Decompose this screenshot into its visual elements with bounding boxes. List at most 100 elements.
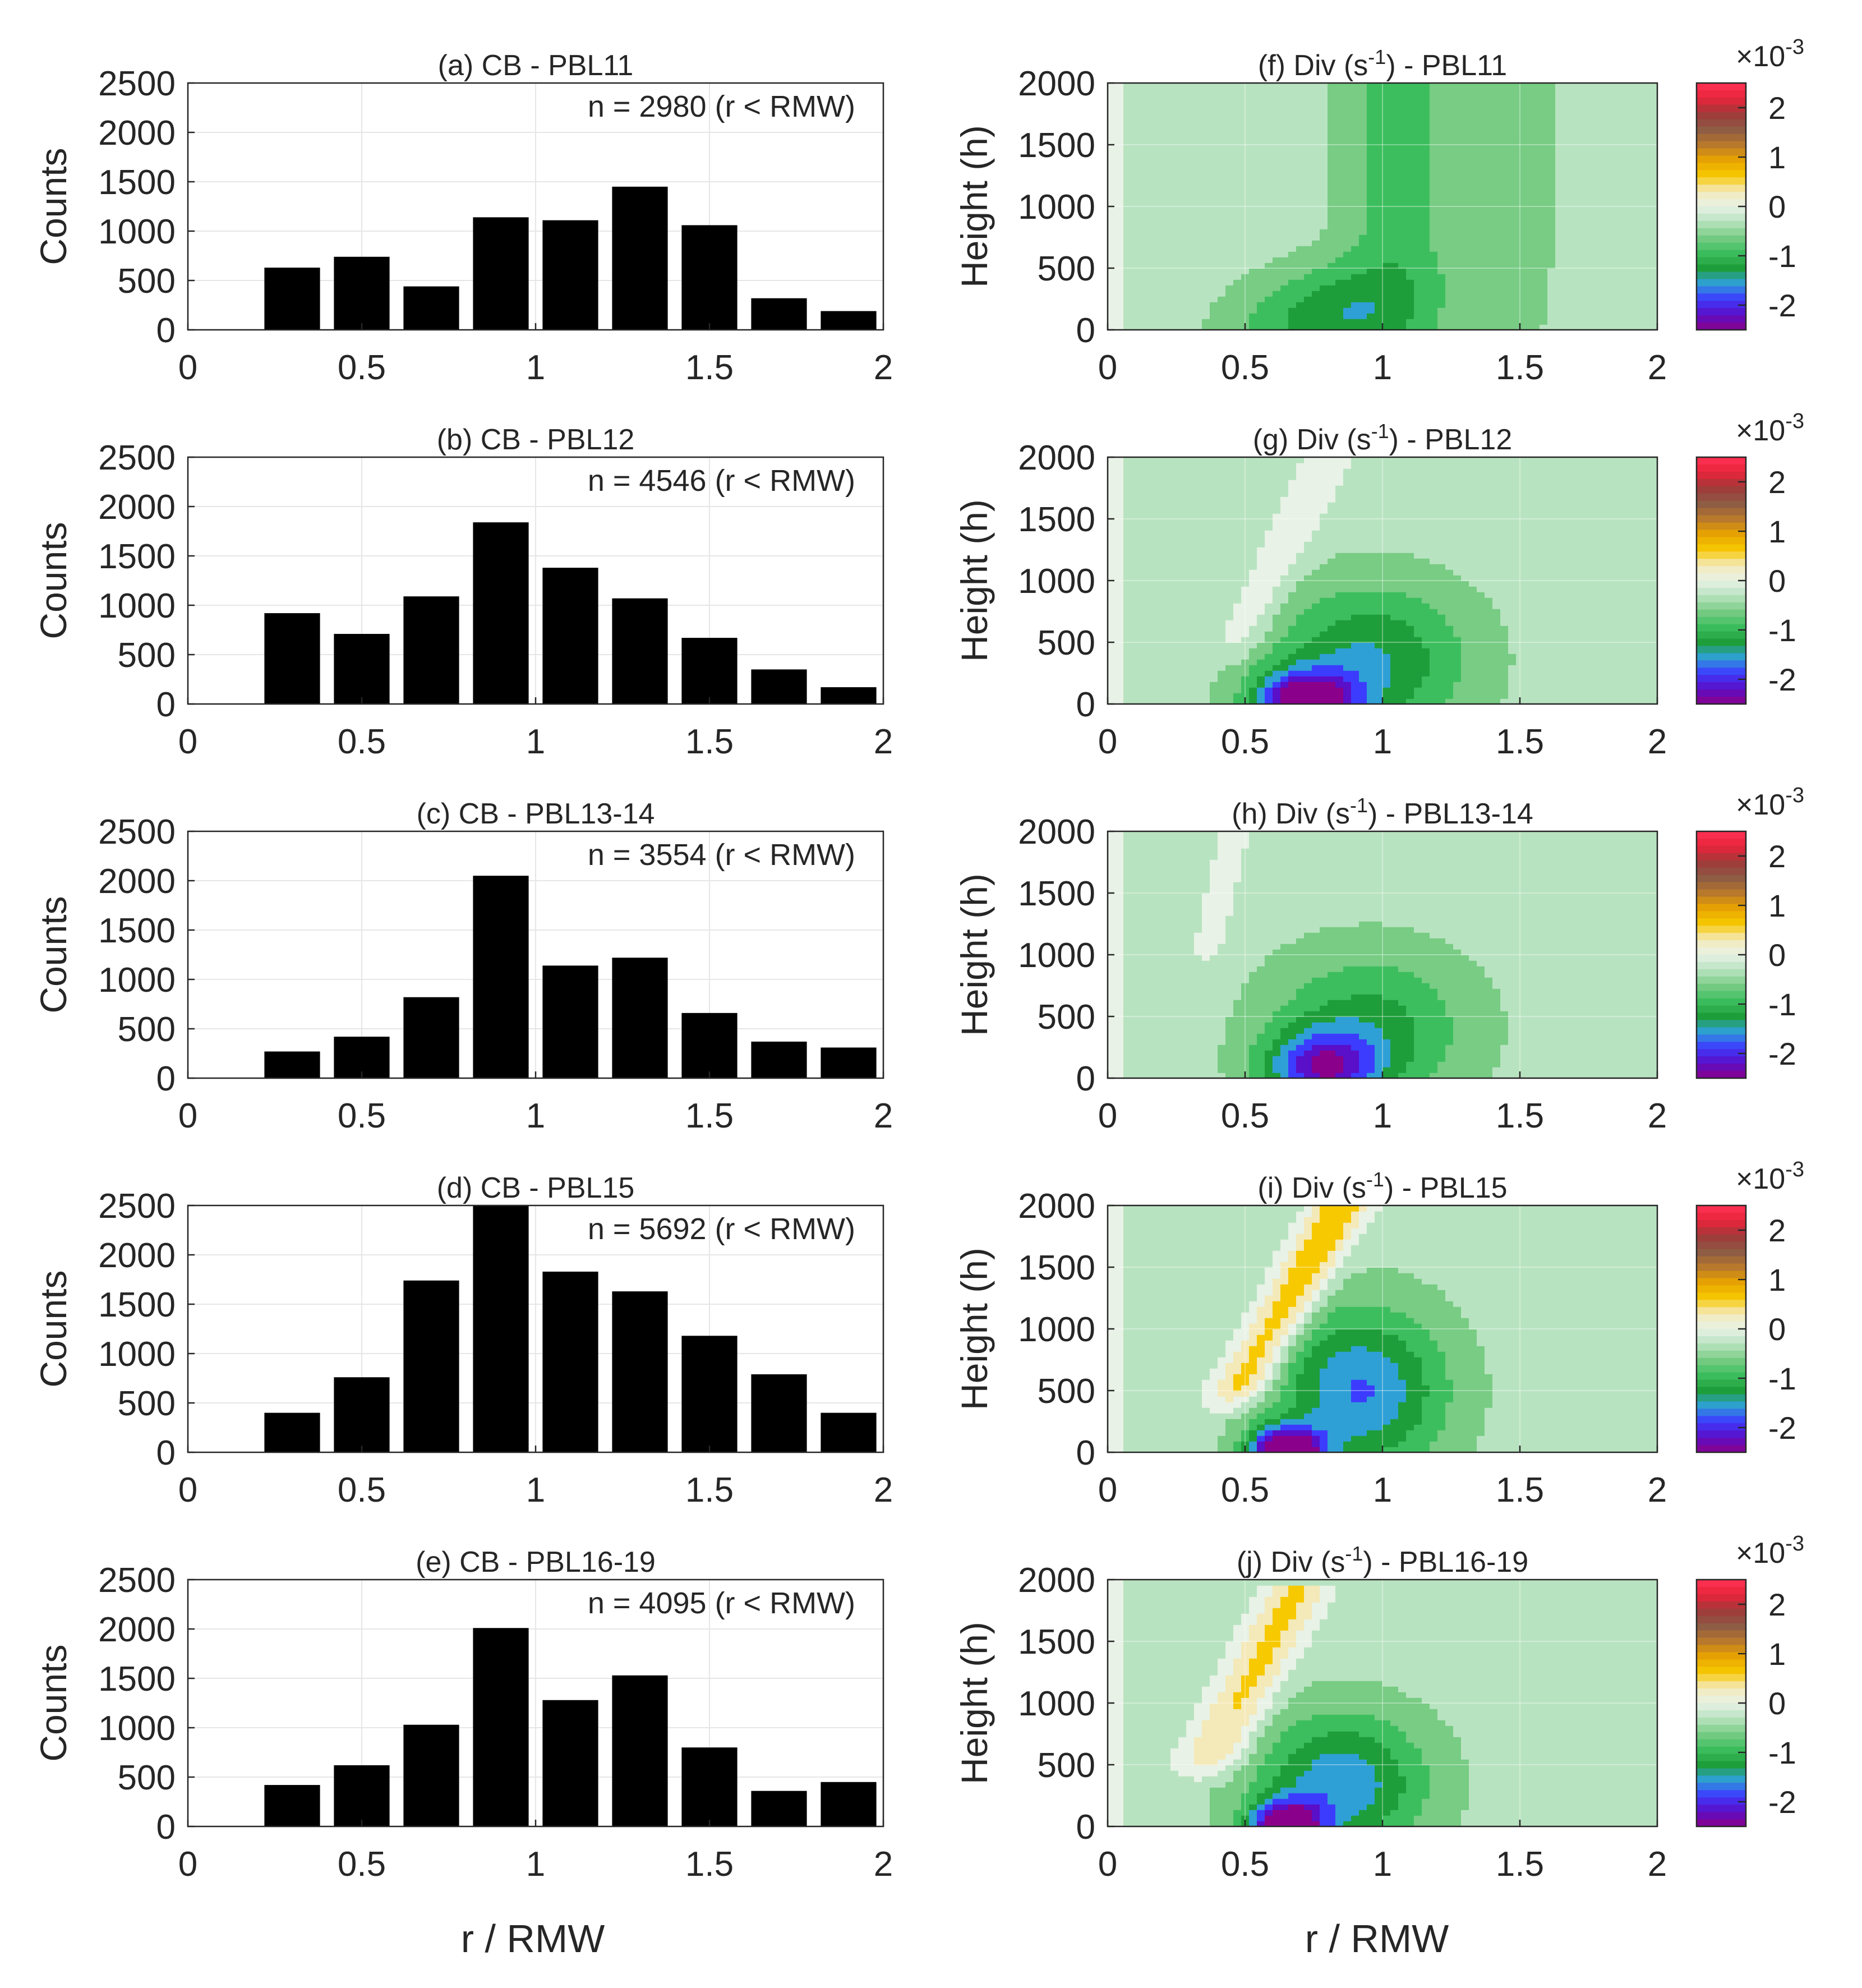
contour-cell [1170, 609, 1179, 615]
contour-cell [1540, 190, 1548, 196]
contour-cell [1430, 229, 1438, 235]
contour-cell [1532, 229, 1540, 235]
contour-cell [1382, 637, 1391, 643]
contour-cell [1210, 229, 1218, 235]
y-tick-label: 0 [156, 1060, 176, 1098]
contour-cell [1241, 682, 1250, 688]
contour-cell [1343, 105, 1352, 112]
contour-cell [1304, 670, 1312, 677]
contour-cell [1108, 609, 1116, 615]
contour-cell [1312, 474, 1320, 480]
contour-cell [1210, 463, 1218, 469]
contour-cell [1288, 575, 1297, 581]
contour-cell [1626, 263, 1634, 269]
contour-cell [1147, 558, 1155, 564]
contour-cell [1343, 173, 1352, 179]
contour-cell [1304, 502, 1312, 508]
contour-cell [1430, 83, 1438, 89]
contour-cell [1178, 206, 1187, 213]
contour-cell [1649, 201, 1658, 207]
contour-cell [1406, 274, 1414, 280]
contour-cell [1516, 307, 1524, 314]
contour-cell [1618, 167, 1626, 173]
contour-cell [1453, 324, 1462, 330]
contour-cell [1225, 274, 1234, 280]
contour-cell [1343, 184, 1352, 190]
contour-cell [1367, 279, 1375, 286]
contour-cell [1555, 229, 1564, 235]
contour-cell [1343, 575, 1352, 581]
contour-cell [1579, 178, 1587, 185]
contour-cell [1131, 603, 1140, 609]
contour-cell [1594, 291, 1603, 297]
contour-cell [1163, 251, 1171, 257]
contour-cell [1178, 83, 1187, 89]
contour-cell [1422, 296, 1430, 302]
contour-cell [1587, 83, 1595, 89]
contour-cell [1477, 145, 1485, 151]
contour-cell [1257, 324, 1265, 330]
contour-cell [1634, 279, 1642, 286]
contour-cell [1461, 307, 1469, 314]
contour-cell [1343, 603, 1352, 609]
contour-cell [1343, 496, 1352, 503]
contour-cell [1257, 603, 1265, 609]
contour-cell [1320, 173, 1328, 179]
contour-cell [1453, 83, 1462, 89]
contour-cell [1178, 693, 1187, 699]
contour-cell [1116, 474, 1124, 480]
contour-cell [1288, 117, 1297, 123]
contour-cell [1108, 285, 1116, 291]
contour-cell [1265, 670, 1273, 677]
contour-cell [1139, 313, 1147, 319]
contour-cell [1218, 592, 1226, 598]
contour-cell [1390, 190, 1399, 196]
contour-cell [1532, 206, 1540, 213]
contour-cell [1359, 201, 1367, 207]
contour-cell [1296, 625, 1305, 632]
contour-cell [1225, 502, 1234, 508]
contour-cell [1500, 128, 1509, 134]
contour-cell [1587, 240, 1595, 246]
contour-cell [1649, 162, 1658, 168]
contour-cell [1555, 145, 1564, 151]
contour-cell [1571, 234, 1579, 241]
contour-cell [1233, 581, 1242, 587]
contour-cell [1328, 642, 1336, 648]
contour-cell [1351, 575, 1359, 581]
contour-cell [1594, 246, 1603, 252]
contour-cell [1225, 524, 1234, 531]
contour-cell [1343, 637, 1352, 643]
contour-cell [1249, 324, 1257, 330]
contour-cell [1304, 173, 1312, 179]
contour-cell [1485, 257, 1493, 263]
contour-cell [1516, 94, 1524, 100]
contour-cell [1257, 558, 1265, 564]
contour-cell [1202, 553, 1210, 559]
contour-cell [1170, 240, 1179, 246]
contour-cell [1367, 609, 1375, 615]
contour-cell [1218, 491, 1226, 497]
contour-cell [1320, 117, 1328, 123]
contour-cell [1320, 659, 1328, 665]
contour-cell [1320, 547, 1328, 553]
contour-cell [1516, 117, 1524, 123]
contour-cell [1382, 190, 1391, 196]
contour-cell [1218, 614, 1226, 620]
contour-cell [1312, 564, 1320, 570]
contour-cell [1249, 156, 1257, 162]
contour-cell [1343, 291, 1352, 297]
contour-cell [1225, 457, 1234, 463]
contour-cell [1414, 257, 1422, 263]
contour-cell [1265, 229, 1273, 235]
contour-cell [1265, 468, 1273, 475]
contour-cell [1163, 201, 1171, 207]
contour-cell [1288, 491, 1297, 497]
contour-cell [1328, 117, 1336, 123]
contour-cell [1178, 190, 1187, 196]
contour-cell [1461, 240, 1469, 246]
contour-cell [1320, 676, 1328, 682]
contour-cell [1257, 291, 1265, 297]
contour-cell [1139, 167, 1147, 173]
contour-cell [1430, 324, 1438, 330]
